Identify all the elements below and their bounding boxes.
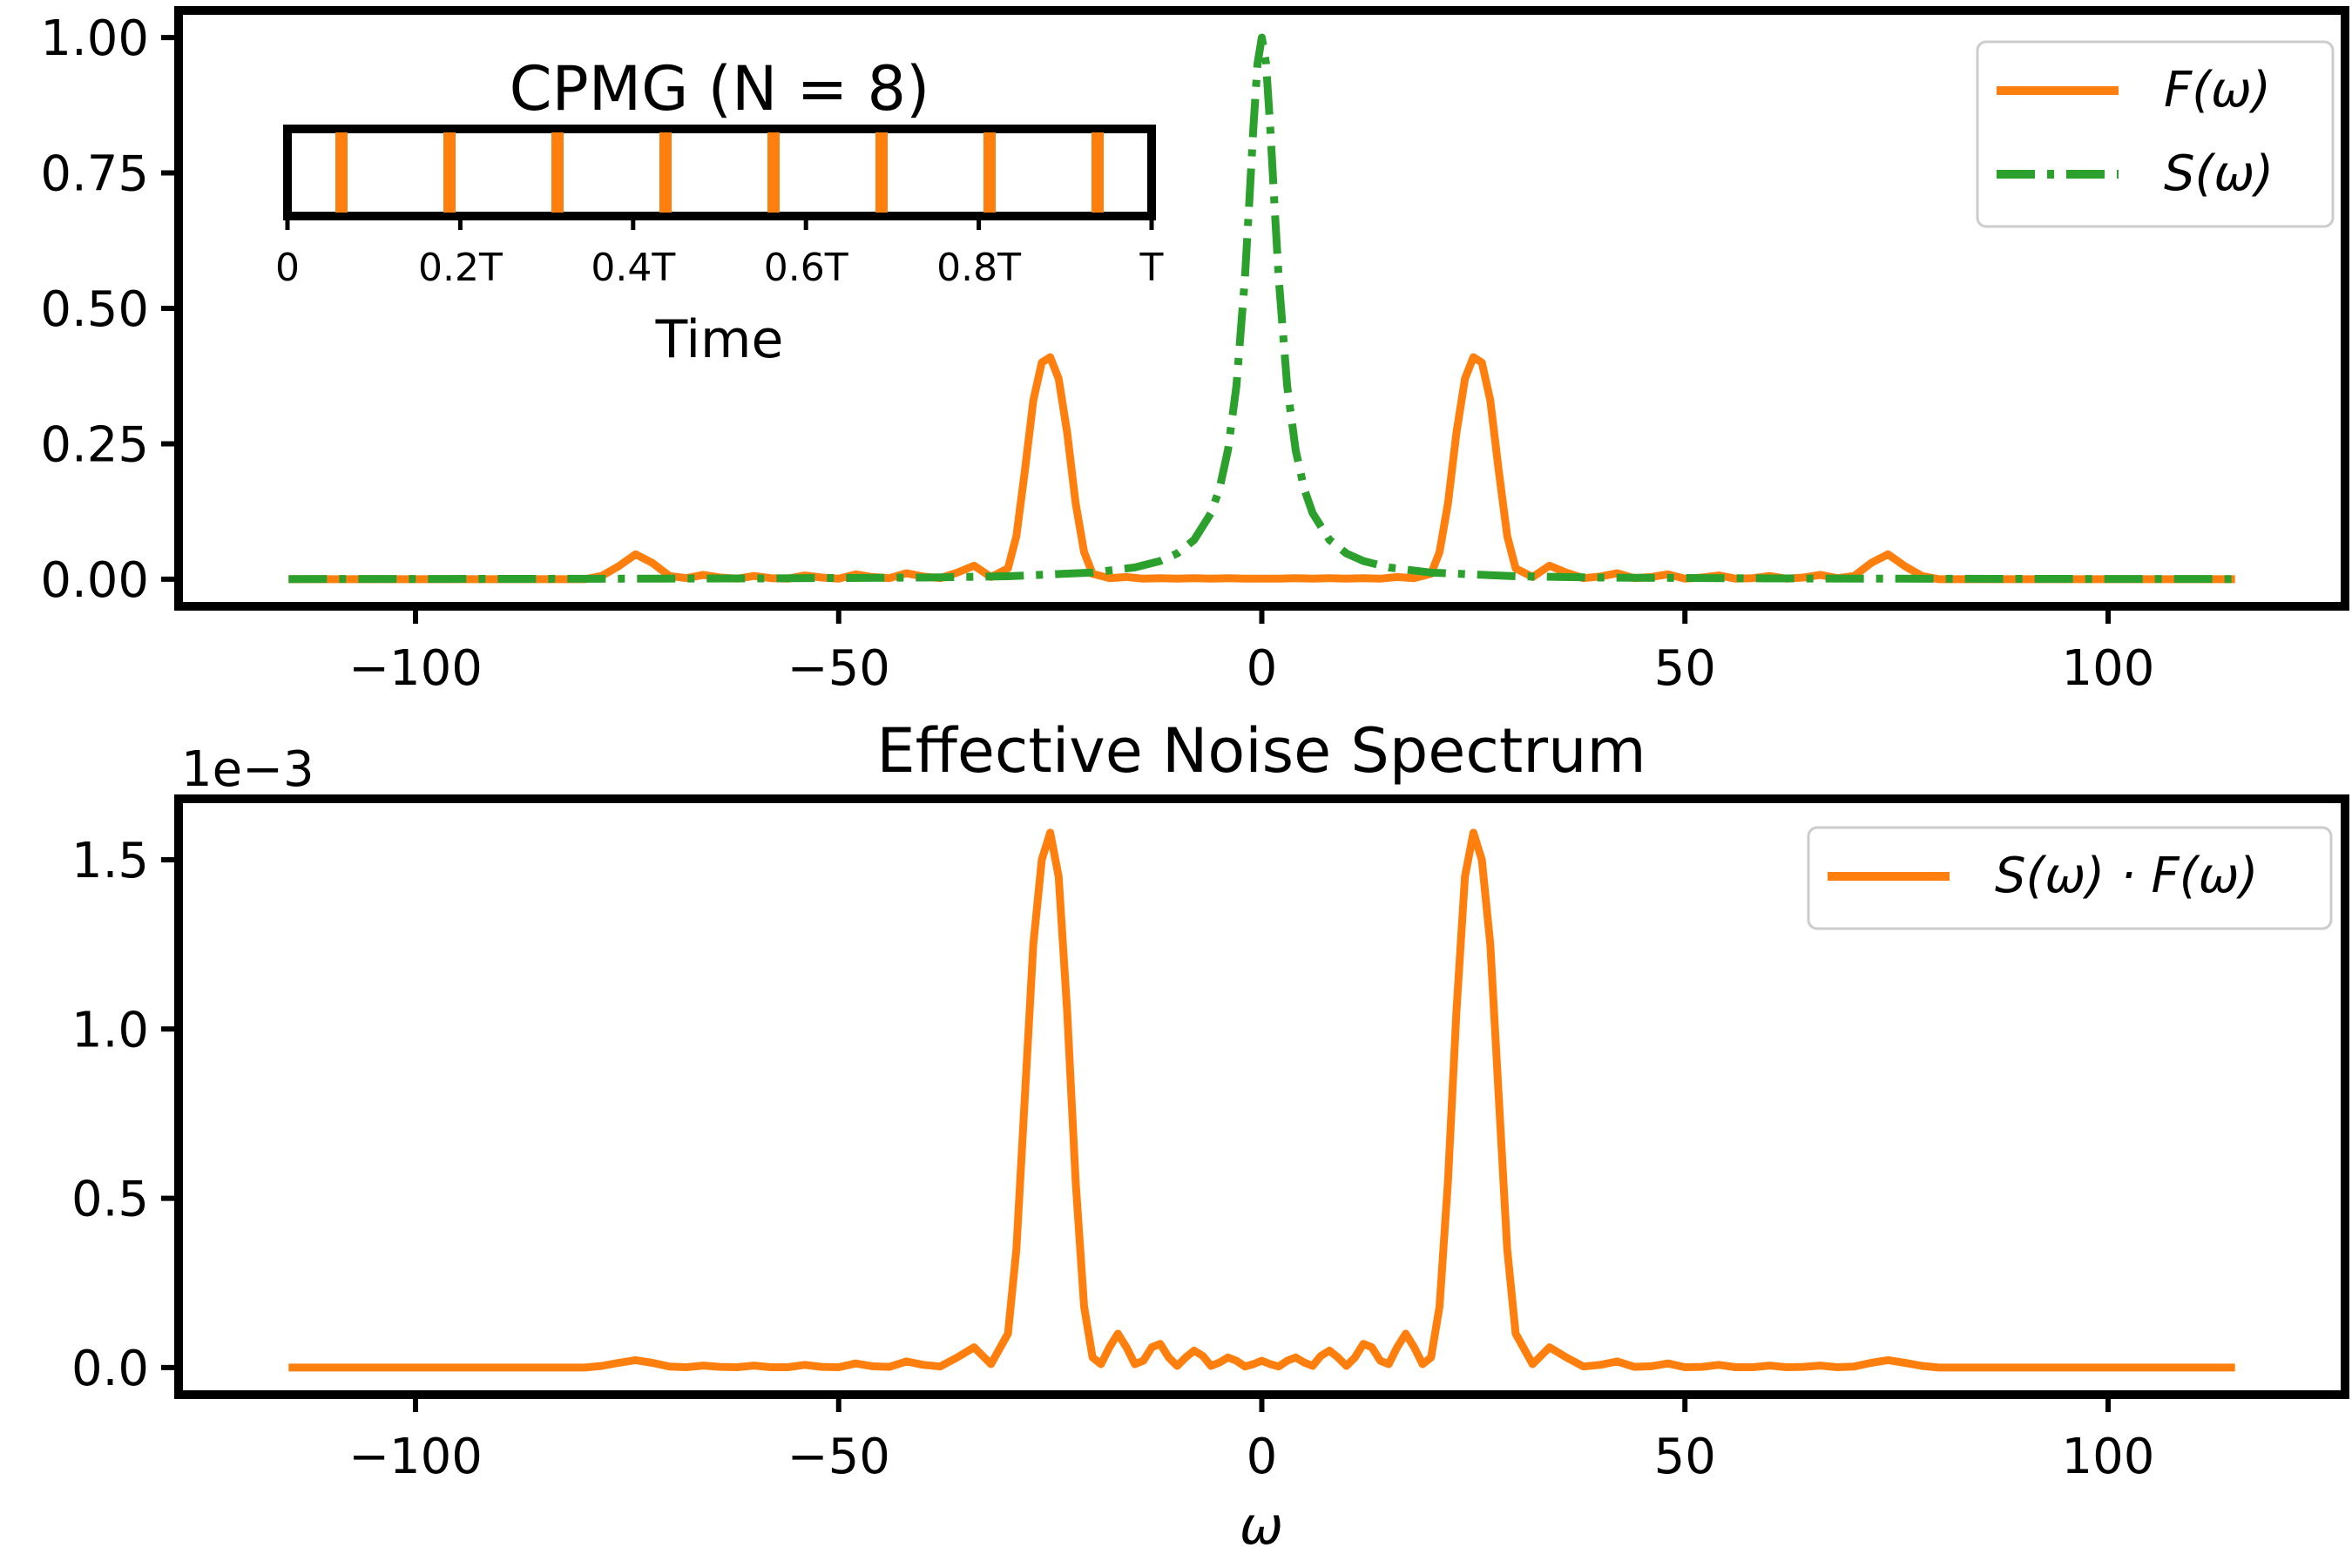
inset-pulses: [335, 132, 1104, 213]
bottom-legend: S(ω) · F(ω): [1807, 826, 2333, 930]
top-xtick-label: −50: [787, 640, 890, 697]
bottom-xtick-label: 100: [2062, 1429, 2155, 1485]
bottom-panel: Effective Noise Spectrum 1e−3 −100 −50 0 50…: [71, 715, 2349, 1557]
bottom-xtick-label: 50: [1654, 1429, 1716, 1485]
top-ytick-label: 0.00: [40, 552, 149, 609]
bottom-xtick-label: −50: [787, 1429, 890, 1485]
legend-label-S: S(ω): [2164, 145, 2274, 202]
top-xtick-label: −100: [348, 640, 483, 697]
top-legend-box: [1976, 40, 2335, 228]
bottom-series-layer: [288, 828, 2235, 1372]
top-legend: F(ω) S(ω): [1976, 40, 2335, 228]
top-ticks: −100 −50 0 50 100 0.00 0.25 0.50 0.75 1.00: [40, 10, 2154, 697]
top-ytick-label: 0.50: [40, 281, 149, 338]
legend-label-SF: S(ω) · F(ω): [1995, 848, 2258, 904]
inset-xtick-label: 0.4T: [591, 246, 675, 290]
inset-xtick-label: 0.8T: [936, 246, 1021, 290]
bottom-ytick-label: 0.5: [71, 1172, 149, 1228]
top-axes-frame: [174, 6, 2349, 611]
inset-frame: [283, 125, 1156, 220]
legend-label-F: F(ω): [2164, 62, 2271, 118]
top-ytick-label: 1.00: [40, 10, 149, 67]
top-xtick-label: 100: [2062, 640, 2155, 697]
top-xtick-label: 0: [1247, 640, 1278, 697]
inset-ticks: 0 0.2T 0.4T 0.6T 0.8T T: [275, 216, 1164, 290]
inset-xtick-label: T: [1139, 246, 1164, 290]
inset-xlabel: Time: [655, 309, 784, 370]
top-series-line-1: [288, 33, 2235, 584]
bottom-ytick-label: 1.0: [71, 1002, 149, 1058]
cpmg-inset: CPMG (N = 8) 0 0.2T 0.4T 0.6T 0.8T T Time: [275, 53, 1164, 370]
inset-xtick-label: 0.6T: [764, 246, 848, 290]
top-series-layer: [288, 33, 2235, 584]
bottom-ytick-label: 0.0: [71, 1341, 149, 1397]
bottom-xlabel: ω: [1240, 1496, 1283, 1557]
bottom-series-line-0: [288, 828, 2235, 1372]
top-xtick-label: 50: [1654, 640, 1716, 697]
top-ytick-label: 0.75: [40, 146, 149, 203]
inset-xtick-label: 0.2T: [418, 246, 503, 290]
bottom-axes-frame: [174, 794, 2349, 1399]
bottom-legend-box: [1807, 826, 2333, 930]
inset-xtick-label: 0: [275, 246, 300, 290]
bottom-scale-label: 1e−3: [181, 741, 314, 798]
bottom-xtick-label: −100: [348, 1429, 483, 1485]
bottom-ytick-label: 1.5: [71, 833, 149, 889]
bottom-title: Effective Noise Spectrum: [876, 715, 1646, 787]
top-ytick-label: 0.25: [40, 416, 149, 473]
inset-title: CPMG (N = 8): [510, 53, 930, 125]
bottom-xtick-label: 0: [1247, 1429, 1278, 1485]
top-panel: −100 −50 0 50 100 0.00 0.25 0.50 0.75 1.00 CPMG (…: [40, 6, 2349, 697]
